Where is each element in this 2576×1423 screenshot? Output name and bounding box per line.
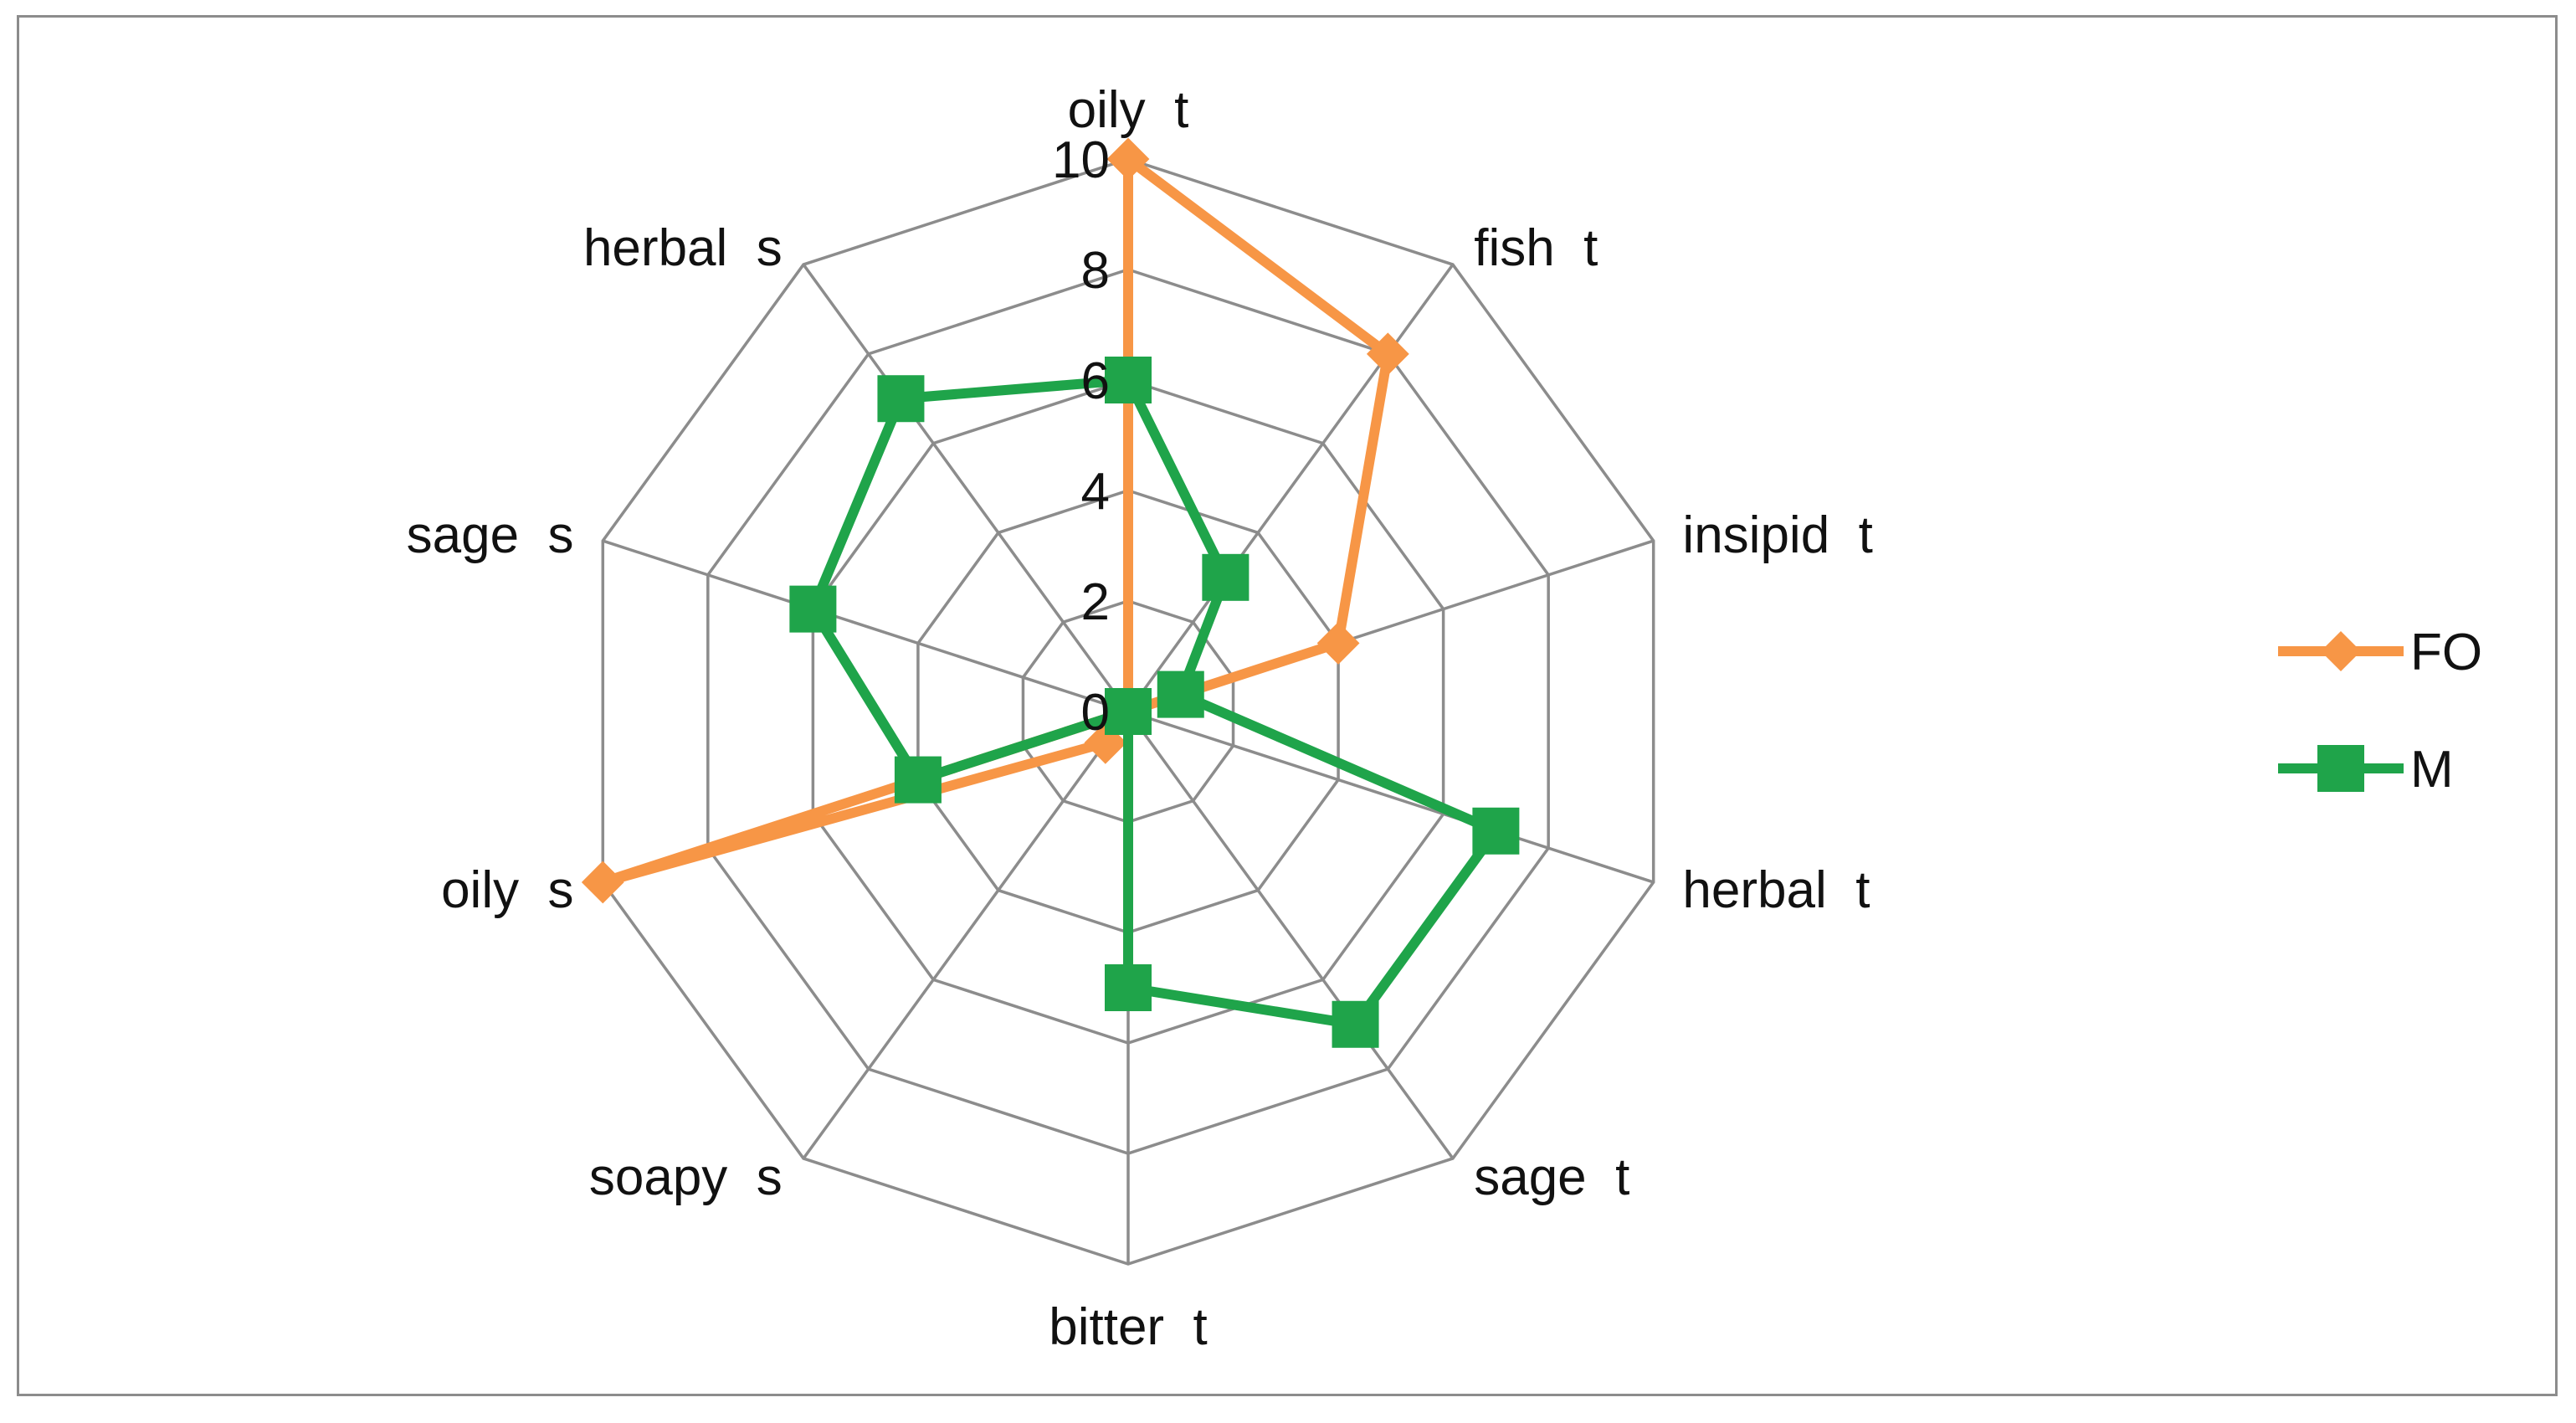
- category-label-0: oily t: [1068, 81, 1189, 139]
- legend-item-fo: FO: [2278, 624, 2482, 681]
- series-fo-point-0: [1106, 137, 1150, 181]
- grid-spoke-4: [1126, 710, 1455, 1159]
- category-label-2: insipid t: [1682, 506, 1872, 564]
- grid-spoke-1: [1126, 264, 1455, 713]
- series-m-point-5: [1105, 964, 1152, 1011]
- grid-spoke-3: [1127, 710, 1655, 884]
- category-label-3: herbal t: [1682, 861, 1870, 919]
- legend-item-m-marker: [2317, 745, 2364, 792]
- category-label-4: sage t: [1474, 1148, 1629, 1206]
- category-label-1: fish t: [1474, 219, 1598, 277]
- series-fo-point-1: [1366, 332, 1409, 376]
- category-label-6: soapy s: [589, 1148, 783, 1206]
- category-label-8: sage s: [407, 506, 574, 564]
- tick-label-8: 8: [1081, 242, 1110, 300]
- chart-frame: [17, 15, 2558, 1396]
- category-label-9: herbal s: [583, 219, 783, 277]
- series-m-point-1: [1202, 553, 1250, 601]
- grid-spoke-8: [602, 539, 1129, 713]
- series-m-point-4: [1332, 1000, 1379, 1048]
- category-label-5: bitter t: [1049, 1298, 1208, 1356]
- category-layer: oily t fish t insipid t herbal t sage t bitte…: [407, 81, 1873, 1356]
- category-label-7: oily s: [441, 861, 573, 919]
- legend: FO M: [2278, 624, 2482, 799]
- legend-item-fo-marker: [2321, 631, 2361, 671]
- series-m-point-2: [1157, 670, 1204, 718]
- legend-item-m-label: M: [2410, 741, 2454, 799]
- legend-item-m: M: [2278, 741, 2454, 799]
- tick-label-10: 10: [1052, 131, 1110, 189]
- tick-label-0: 0: [1081, 684, 1110, 742]
- series-m: [789, 357, 1520, 1048]
- series-m-point-6: [1105, 688, 1152, 735]
- series-m-point-0: [1105, 357, 1152, 403]
- series-layer: [581, 137, 1520, 1048]
- series-m-point-9: [877, 375, 925, 423]
- series-m-point-7: [894, 756, 942, 804]
- series-m-point-8: [789, 585, 837, 633]
- legend-item-fo-label: FO: [2410, 624, 2482, 681]
- tick-layer: 0 2 4 6 8 10: [1052, 131, 1110, 742]
- series-fo-point-2: [1316, 622, 1360, 665]
- grid-spoke-6: [802, 710, 1130, 1159]
- grid-spoke-9: [802, 264, 1130, 713]
- series-fo-point-7: [581, 860, 624, 904]
- tick-label-4: 4: [1081, 463, 1110, 521]
- series-m-point-3: [1472, 807, 1520, 855]
- tick-label-6: 6: [1081, 352, 1110, 410]
- tick-label-2: 2: [1081, 573, 1110, 631]
